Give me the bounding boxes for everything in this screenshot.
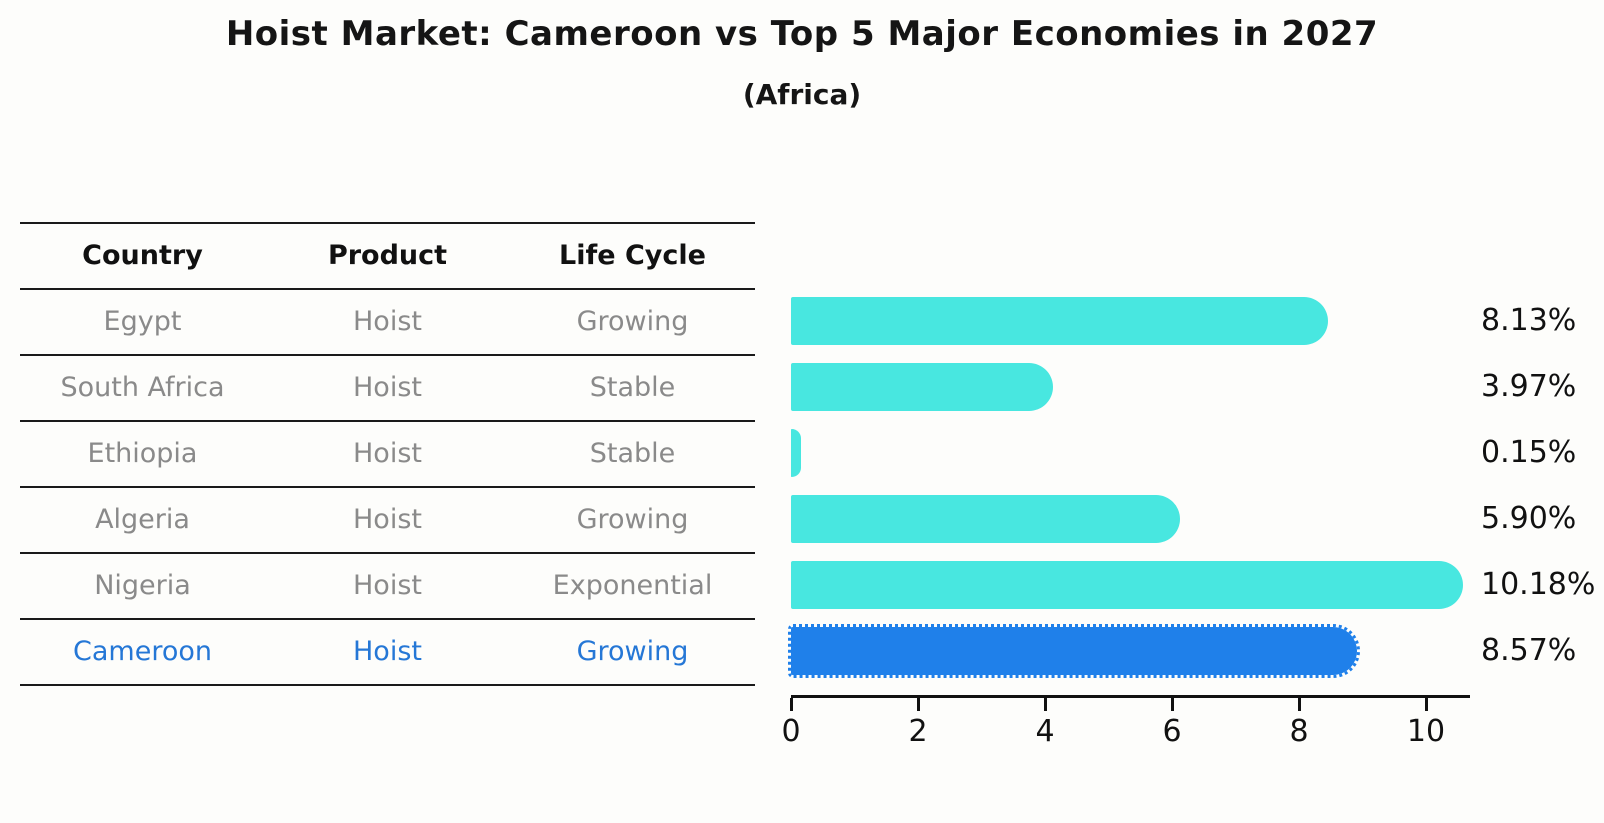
- table-row-algeria: Algeria Hoist Growing: [20, 488, 755, 554]
- life-cycle-cell: Growing: [576, 504, 689, 535]
- product-cell: Hoist: [353, 570, 422, 601]
- x-axis: 0 2 4 6 8 10: [781, 695, 1470, 753]
- bar-egypt: [791, 297, 1328, 345]
- country-cell: South Africa: [60, 372, 225, 403]
- bar-chart: 8.13% 3.97% 0.15% 5.90% 10.18% 8.57%: [788, 288, 1604, 684]
- tick-mark-0: [789, 698, 793, 711]
- bar-nigeria: [791, 561, 1463, 609]
- tick-label-2: 2: [908, 714, 928, 749]
- table-header-row: Country Product Life Cycle: [20, 224, 755, 290]
- country-cell: Algeria: [95, 504, 190, 535]
- product-cell: Hoist: [353, 372, 422, 403]
- page-subtitle: (Africa): [742, 78, 862, 111]
- bar-row-egypt: 8.13%: [791, 288, 1604, 354]
- tick-mark-4: [1043, 698, 1047, 711]
- tick-mark-10: [1424, 698, 1428, 711]
- bar-row-cameroon: 8.57%: [788, 618, 1604, 684]
- bar-algeria: [791, 495, 1181, 543]
- table-row-south-africa: South Africa Hoist Stable: [20, 356, 755, 422]
- tick-mark-6: [1170, 698, 1174, 711]
- value-label-south-africa: 3.97%: [1481, 369, 1577, 404]
- tick-mark-2: [916, 698, 920, 711]
- tick-label-0: 0: [781, 714, 801, 749]
- product-cell: Hoist: [353, 504, 422, 535]
- page-title: Hoist Market: Cameroon vs Top 5 Major Ec…: [225, 14, 1379, 54]
- table-row-cameroon: Cameroon Hoist Growing: [20, 620, 755, 686]
- table-row-nigeria: Nigeria Hoist Exponential: [20, 554, 755, 620]
- comparison-table: Country Product Life Cycle Egypt Hoist Growi…: [20, 222, 755, 686]
- bar-ethiopia: [791, 429, 801, 477]
- country-cell: Ethiopia: [87, 438, 198, 469]
- header-cell-life-cycle: Life Cycle: [559, 240, 706, 271]
- bar-row-south-africa: 3.97%: [791, 354, 1604, 420]
- table-body: Egypt Hoist Growing South Africa Hoist Stable…: [20, 290, 755, 686]
- country-cell: Cameroon: [73, 636, 212, 667]
- product-cell: Hoist: [353, 438, 422, 469]
- value-label-algeria: 5.90%: [1481, 501, 1577, 536]
- tick-label-10: 10: [1406, 714, 1446, 749]
- table-row-egypt: Egypt Hoist Growing: [20, 290, 755, 356]
- tick-mark-8: [1297, 698, 1301, 711]
- tick-label-8: 8: [1289, 714, 1309, 749]
- header-cell-country: Country: [82, 240, 203, 271]
- bar-south-africa: [791, 363, 1054, 411]
- life-cycle-cell: Growing: [576, 636, 689, 667]
- value-label-cameroon: 8.57%: [1481, 633, 1577, 668]
- country-cell: Nigeria: [94, 570, 191, 601]
- country-cell: Egypt: [103, 306, 182, 337]
- value-label-ethiopia: 0.15%: [1481, 435, 1577, 470]
- product-cell: Hoist: [353, 306, 422, 337]
- header-cell-product: Product: [327, 240, 448, 271]
- product-cell: Hoist: [353, 636, 422, 667]
- table-row-ethiopia: Ethiopia Hoist Stable: [20, 422, 755, 488]
- life-cycle-cell: Exponential: [552, 570, 713, 601]
- life-cycle-cell: Stable: [589, 438, 676, 469]
- tick-label-6: 6: [1162, 714, 1182, 749]
- value-label-nigeria: 10.18%: [1481, 567, 1596, 602]
- bar-row-algeria: 5.90%: [791, 486, 1604, 552]
- value-label-egypt: 8.13%: [1481, 303, 1577, 338]
- tick-label-4: 4: [1035, 714, 1055, 749]
- life-cycle-cell: Stable: [589, 372, 676, 403]
- bar-cameroon: [788, 624, 1360, 678]
- bar-row-nigeria: 10.18%: [791, 552, 1604, 618]
- bar-row-ethiopia: 0.15%: [791, 420, 1604, 486]
- life-cycle-cell: Growing: [576, 306, 689, 337]
